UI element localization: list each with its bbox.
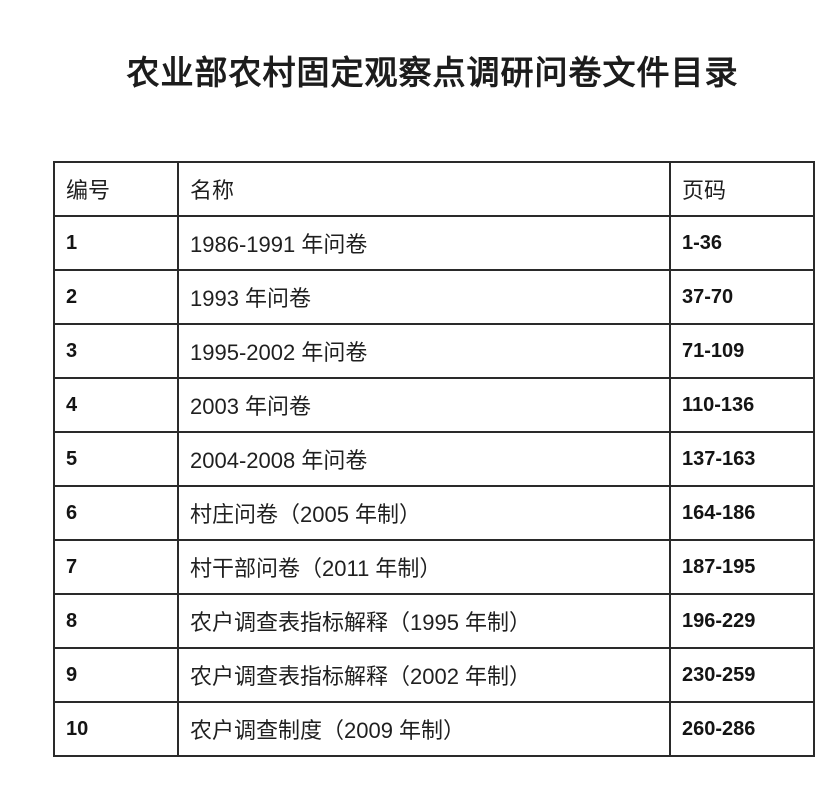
table-row: 8 农户调查表指标解释（1995 年制） 196-229 [53,593,815,649]
cell-name: 农户调查表指标解释（2002 年制） [177,647,671,703]
cell-name: 2004-2008 年问卷 [177,431,671,487]
table-row: 10 农户调查制度（2009 年制） 260-286 [53,701,815,757]
cell-pages: 110-136 [669,377,815,433]
cell-name: 1993 年问卷 [177,269,671,325]
cell-pages: 37-70 [669,269,815,325]
table-row: 6 村庄问卷（2005 年制） 164-186 [53,485,815,541]
cell-pages: 187-195 [669,539,815,595]
table-row: 7 村干部问卷（2011 年制） 187-195 [53,539,815,595]
table-row: 5 2004-2008 年问卷 137-163 [53,431,815,487]
table-row: 2 1993 年问卷 37-70 [53,269,815,325]
table-row: 4 2003 年问卷 110-136 [53,377,815,433]
cell-pages: 1-36 [669,215,815,271]
cell-pages: 260-286 [669,701,815,757]
cell-pages: 230-259 [669,647,815,703]
table-header-row: 编号 名称 页码 [53,161,815,217]
page-title: 农业部农村固定观察点调研问卷文件目录 [126,56,739,92]
cell-name: 村干部问卷（2011 年制） [177,539,671,595]
table-row: 1 1986-1991 年问卷 1-36 [53,215,815,271]
table-row: 9 农户调查表指标解释（2002 年制） 230-259 [53,647,815,703]
cell-id: 3 [53,323,179,379]
cell-id: 6 [53,485,179,541]
toc-table: 编号 名称 页码 1 1986-1991 年问卷 1-36 2 1993 年问卷… [53,161,815,757]
cell-id: 9 [53,647,179,703]
cell-pages: 164-186 [669,485,815,541]
cell-name: 1986-1991 年问卷 [177,215,671,271]
cell-id: 4 [53,377,179,433]
cell-id: 7 [53,539,179,595]
cell-pages: 71-109 [669,323,815,379]
cell-name: 农户调查表指标解释（1995 年制） [177,593,671,649]
column-header-pages: 页码 [669,161,815,217]
cell-pages: 137-163 [669,431,815,487]
column-header-name: 名称 [177,161,671,217]
cell-pages: 196-229 [669,593,815,649]
cell-id: 1 [53,215,179,271]
cell-name: 1995-2002 年问卷 [177,323,671,379]
cell-id: 8 [53,593,179,649]
cell-name: 2003 年问卷 [177,377,671,433]
cell-id: 2 [53,269,179,325]
cell-name: 农户调查制度（2009 年制） [177,701,671,757]
column-header-id: 编号 [53,161,179,217]
cell-id: 5 [53,431,179,487]
cell-name: 村庄问卷（2005 年制） [177,485,671,541]
cell-id: 10 [53,701,179,757]
table-row: 3 1995-2002 年问卷 71-109 [53,323,815,379]
